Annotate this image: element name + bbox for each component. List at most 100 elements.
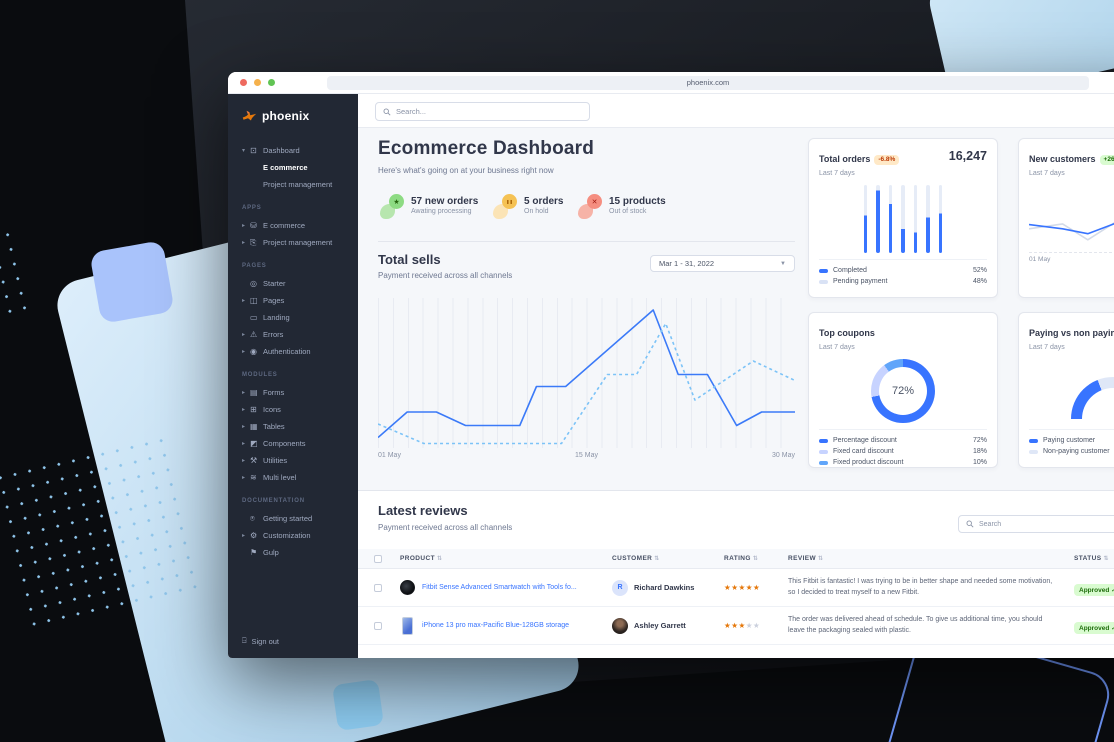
sidebar-item-utilities[interactable]: ▸ ⚒ Utilities (242, 452, 358, 469)
new-customers-title: New customers (1029, 154, 1096, 164)
sidebar-item-icons[interactable]: ▸ ⊞ Icons (242, 401, 358, 418)
browser-chrome: phoenix.com (228, 72, 1114, 94)
x-tick: 01 May (378, 452, 401, 459)
sidebar-item-components[interactable]: ▸ ◩ Components (242, 435, 358, 452)
brand[interactable]: phoenix (242, 104, 358, 128)
status-cell: Approved ✓ (1074, 617, 1114, 635)
x-tick: 30 May (772, 452, 795, 459)
bar (888, 185, 893, 253)
search-icon (383, 108, 391, 116)
rocket-icon: ⍟ (250, 513, 255, 523)
sidebar-item-forms[interactable]: ▸ ▤ Forms (242, 384, 358, 401)
sidebar-item-label: Utilities (263, 456, 288, 465)
review-text: The order was delivered ahead of schedul… (788, 616, 1043, 634)
rating-stars: ★★★★★ (724, 583, 788, 592)
row-checkbox[interactable] (374, 621, 382, 630)
wrench-icon: ⚒ (250, 456, 258, 465)
sidebar-item-authentication[interactable]: ▸ ◉ Authentication (242, 343, 358, 360)
caret-down-icon: ▾ (242, 148, 246, 154)
dot-grid-small (0, 225, 34, 323)
sidebar-item-e-commerce[interactable]: E commerce (242, 159, 358, 176)
sign-out-button[interactable]: ⍈ Sign out (242, 636, 279, 646)
column-header-product[interactable]: PRODUCT ⇅ (400, 555, 443, 562)
legend-swatch (819, 268, 828, 273)
column-header-customer[interactable]: CUSTOMER ⇅ (612, 555, 660, 562)
brand-name: phoenix (262, 109, 310, 123)
rating-stars: ★★★★★ (724, 621, 788, 630)
row-checkbox[interactable] (374, 583, 382, 592)
sort-icon: ⇅ (1103, 556, 1109, 562)
gear-icon: ⚙ (250, 531, 258, 540)
table-icon: ▦ (250, 422, 258, 431)
legend-label: Fixed card discount (833, 448, 894, 455)
search-icon (966, 520, 974, 528)
column-header-status[interactable]: STATUS ⇅ (1074, 555, 1109, 562)
total-orders-card: Total orders -6.8% Last 7 days 16,247 Com… (808, 138, 998, 298)
paying-card: Paying vs non paying Last 7 days Paying … (1018, 312, 1114, 468)
product-link[interactable]: iPhone 13 pro max-Pacific Blue-128GB sto… (422, 622, 570, 629)
sidebar-item-landing[interactable]: ▭ Landing (242, 309, 358, 326)
caret-right-icon: ▸ (242, 475, 246, 481)
customer-name: Richard Dawkins (634, 583, 695, 592)
caret-right-icon: ▸ (242, 349, 246, 355)
caret-right-icon: ▸ (242, 533, 246, 539)
layers-icon: ≋ (250, 473, 257, 482)
sidebar-item-project-management[interactable]: ▸ ⎘ Project management (242, 234, 358, 251)
avatar: R (612, 579, 628, 596)
legend-swatch (1029, 438, 1038, 443)
sidebar-item-project-management[interactable]: Project management (242, 176, 358, 193)
sidebar-item-tables[interactable]: ▸ ▦ Tables (242, 418, 358, 435)
total-sells-svg (378, 298, 795, 448)
sidebar-item-dashboard[interactable]: ▾ ⊡ Dashboard (242, 142, 358, 159)
minimize-window-button[interactable] (254, 79, 261, 86)
reviews-subtitle: Payment received across all channels (378, 523, 513, 532)
reviews-search-input[interactable]: Search (958, 515, 1114, 533)
stat-icon-wrap: ❚❚ (493, 194, 517, 219)
status-badge: Approved ✓ (1074, 583, 1114, 596)
nav-section-label: PAGES (242, 263, 267, 269)
sidebar-item-getting-started[interactable]: ⍟ Getting started (242, 510, 358, 527)
caret-right-icon: ▸ (242, 441, 246, 447)
maximize-window-button[interactable] (268, 79, 275, 86)
sidebar-item-errors[interactable]: ▸ ⚠ Errors (242, 326, 358, 343)
pause-icon: ❚❚ (502, 194, 517, 209)
legend-value: 52% (972, 267, 987, 274)
cup-icon: ⚑ (250, 548, 258, 557)
star-icon: ★ (738, 621, 746, 630)
date-range-select[interactable]: Mar 1 - 31, 2022 ▼ (650, 255, 795, 272)
nav-section-label: APPS (242, 205, 262, 211)
sidebar-item-label: E commerce (263, 163, 308, 172)
column-header-review[interactable]: REVIEW ⇅ (788, 555, 824, 562)
dashboard-icon: ⊡ (250, 146, 257, 155)
url-bar[interactable]: phoenix.com (327, 75, 1089, 90)
sidebar-item-label: Gulp (263, 548, 279, 557)
periwinkle-square-decoration (89, 240, 175, 324)
sidebar-item-gulp[interactable]: ⚑ Gulp (242, 544, 358, 561)
sidebar-item-e-commerce[interactable]: ▸ ⛁ E commerce (242, 217, 358, 234)
series-current (378, 310, 795, 438)
sidebar-item-pages[interactable]: ▸ ◫ Pages (242, 292, 358, 309)
sidebar-item-starter[interactable]: ◎ Starter (242, 275, 358, 292)
sidebar-item-multi-level[interactable]: ▸ ≋ Multi level (242, 469, 358, 486)
global-search-input[interactable]: Search... (375, 102, 590, 121)
sidebar-item-label: Project management (263, 180, 333, 189)
sidebar-nav: ▾ ⊡ Dashboard E commerce Project management A… (242, 142, 358, 561)
close-window-button[interactable] (240, 79, 247, 86)
reviews-table-header: PRODUCT ⇅ CUSTOMER ⇅ RATING ⇅ REVIEW ⇅ STATUS ⇅ (358, 549, 1114, 569)
star-icon: ★ (724, 583, 732, 592)
lock-icon: ◉ (250, 347, 257, 356)
sidebar-item-label: Dashboard (263, 146, 300, 155)
customer-name: Ashley Garrett (634, 621, 686, 630)
select-all-checkbox[interactable] (374, 554, 382, 563)
total-sells-subtitle: Payment received across all channels (378, 271, 513, 280)
caret-right-icon: ▸ (242, 424, 246, 430)
column-header-rating[interactable]: RATING ⇅ (724, 555, 759, 562)
main-content: Search... Ecommerce Dashboard Here's wha… (358, 94, 1114, 658)
total-orders-title: Total orders (819, 154, 871, 164)
sidebar-item-customization[interactable]: ▸ ⚙ Customization (242, 527, 358, 544)
product-link[interactable]: Fitbit Sense Advanced Smartwatch with To… (422, 584, 577, 591)
sidebar-item-label: Getting started (263, 514, 313, 523)
total-sells-x-axis: 01 May 15 May 30 May (378, 452, 795, 459)
nav-section-label: MODULES (242, 372, 278, 378)
bar (938, 185, 943, 253)
